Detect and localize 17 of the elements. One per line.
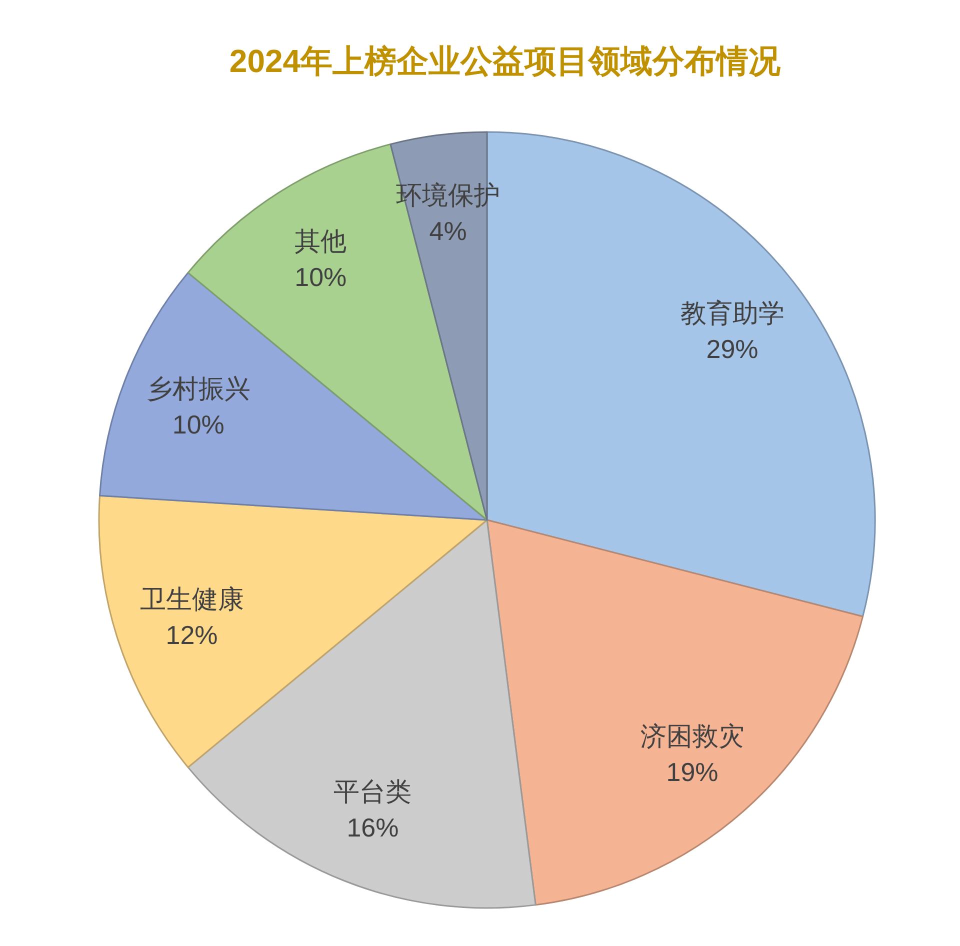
slice-label: 教育助学: [680, 298, 784, 328]
data-label: 19%: [666, 756, 718, 787]
slice-label: 平台类: [334, 776, 412, 807]
data-label: 4%: [429, 216, 467, 246]
data-label: 29%: [706, 334, 758, 364]
data-label: 16%: [346, 812, 399, 843]
data-label: 10%: [172, 410, 224, 440]
slice-label: 济困救灾: [640, 720, 744, 751]
data-label: 12%: [166, 620, 218, 650]
slice-label: 卫生健康: [140, 584, 244, 614]
slice-label: 其他: [294, 226, 347, 256]
slice-label: 环境保护: [396, 180, 500, 210]
chart-title: 2024年上榜企业公益项目领域分布情况: [229, 43, 782, 79]
slice-label: 乡村振兴: [146, 374, 250, 404]
data-label: 10%: [294, 262, 347, 292]
pie-slice: [486, 519, 864, 906]
pie-slice: [99, 494, 488, 768]
